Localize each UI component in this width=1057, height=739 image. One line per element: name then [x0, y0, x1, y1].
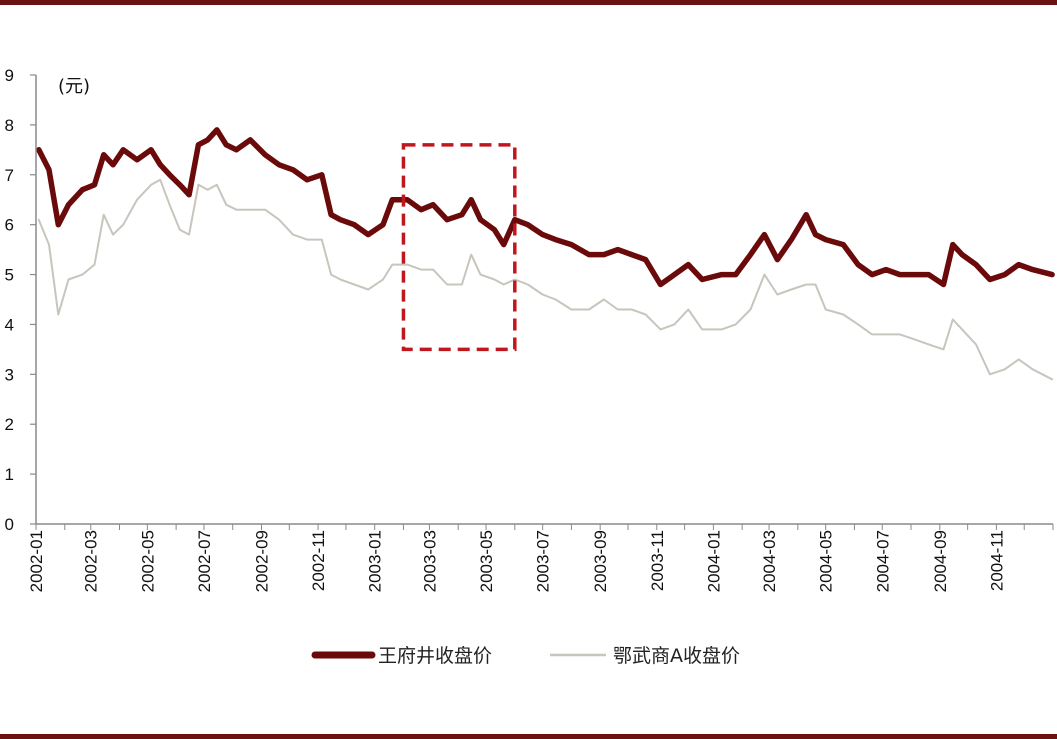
- legend-label-ewushang: 鄂武商A收盘价: [613, 645, 740, 667]
- x-tick-label: 2003-07: [534, 530, 553, 592]
- x-tick-label: 2002-11: [309, 530, 328, 591]
- x-tick-label: 2002-03: [82, 530, 101, 592]
- y-tick-label: 0: [5, 515, 14, 534]
- y-tick-label: 2: [5, 415, 14, 434]
- x-tick-label: 2003-09: [591, 530, 610, 592]
- x-tick-label: 2002-01: [27, 530, 46, 592]
- y-tick-label: 5: [5, 266, 14, 285]
- y-tick-label: 4: [5, 315, 14, 334]
- series-line-wangfujing: [36, 127, 1055, 288]
- legend-label-wangfujing: 王府井收盘价: [378, 645, 492, 667]
- y-unit-label: (元): [58, 76, 90, 97]
- series-lines: [36, 127, 1055, 381]
- x-axis-ticks: 2002-01 2002-03 2002-05 2002-07 2002-09 2002-…: [27, 524, 1054, 592]
- x-tick-label: 2004-11: [987, 530, 1006, 591]
- x-tick-label: 2004-09: [931, 530, 950, 592]
- x-tick-label: 2002-09: [252, 530, 271, 592]
- x-tick-label: 2002-07: [195, 530, 214, 592]
- y-tick-label: 8: [5, 116, 14, 135]
- y-tick-label: 6: [5, 216, 14, 235]
- x-tick-label: 2004-03: [760, 530, 779, 592]
- legend-item-ewushang: 鄂武商A收盘价: [550, 645, 740, 667]
- legend-item-wangfujing: 王府井收盘价: [311, 645, 492, 667]
- x-tick-label: 2003-03: [420, 530, 439, 592]
- series-line-ewushang: [37, 178, 1054, 381]
- highlight-box: [401, 143, 517, 352]
- y-axis-ticks: 0 1 2 3 4 5 6 7 8 9: [5, 66, 36, 534]
- x-tick-label: 2003-01: [366, 530, 385, 592]
- legend: 王府井收盘价 鄂武商A收盘价: [311, 645, 740, 667]
- y-tick-label: 3: [5, 365, 14, 384]
- y-tick-label: 1: [5, 465, 14, 484]
- top-rule: [0, 0, 1057, 5]
- x-tick-label: 2004-01: [704, 530, 723, 592]
- y-tick-label: 9: [5, 66, 14, 85]
- x-tick-label: 2004-07: [873, 530, 892, 592]
- x-tick-label: 2003-11: [648, 530, 667, 591]
- x-tick-label: 2002-05: [138, 530, 157, 592]
- x-tick-label: 2003-05: [477, 530, 496, 592]
- x-tick-label: 2004-05: [817, 530, 836, 592]
- bottom-rule: [0, 734, 1057, 739]
- y-tick-label: 7: [5, 166, 14, 185]
